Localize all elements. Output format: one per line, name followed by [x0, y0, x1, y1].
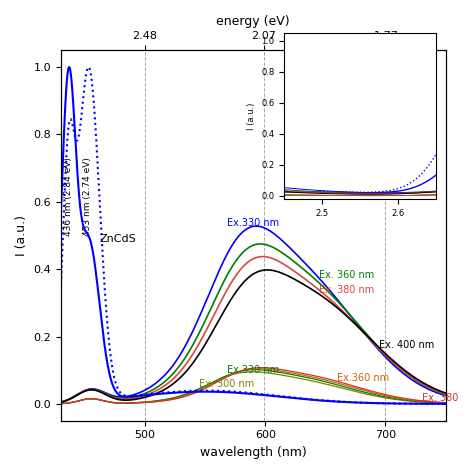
- Text: ZnCdS: ZnCdS: [100, 234, 136, 244]
- Text: Ex. 300 nm: Ex. 300 nm: [199, 379, 255, 389]
- X-axis label: wavelength (nm): wavelength (nm): [200, 446, 307, 459]
- X-axis label: energy (eV): energy (eV): [217, 15, 290, 28]
- Text: Ex.330 nm: Ex.330 nm: [227, 219, 279, 228]
- Text: Ex. 380: Ex. 380: [421, 393, 458, 403]
- Y-axis label: I (a.u.): I (a.u.): [247, 102, 256, 130]
- Text: Ex. 400 nm: Ex. 400 nm: [380, 340, 435, 350]
- Text: 436 nm (2.84 eV): 436 nm (2.84 eV): [64, 156, 73, 236]
- Text: Ex.330 nm: Ex.330 nm: [227, 365, 279, 375]
- Text: 453 nm (2.74 eV): 453 nm (2.74 eV): [83, 156, 92, 236]
- Text: Ex. 380 nm: Ex. 380 nm: [319, 285, 374, 295]
- Y-axis label: I (a.u.): I (a.u.): [15, 215, 28, 256]
- Text: Ex. 360 nm: Ex. 360 nm: [319, 270, 374, 280]
- Text: Ex.360 nm: Ex.360 nm: [337, 374, 390, 383]
